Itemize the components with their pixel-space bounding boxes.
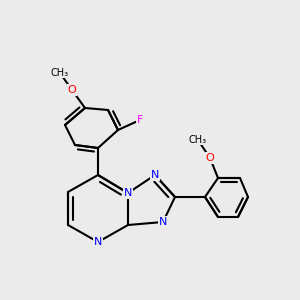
Text: CH₃: CH₃ xyxy=(189,135,207,145)
Text: N: N xyxy=(94,237,102,247)
Text: N: N xyxy=(151,170,159,180)
Text: O: O xyxy=(68,85,76,95)
Text: N: N xyxy=(124,188,132,198)
Text: CH₃: CH₃ xyxy=(51,68,69,78)
Text: O: O xyxy=(206,153,214,163)
Text: N: N xyxy=(159,217,167,227)
Text: F: F xyxy=(137,115,143,125)
